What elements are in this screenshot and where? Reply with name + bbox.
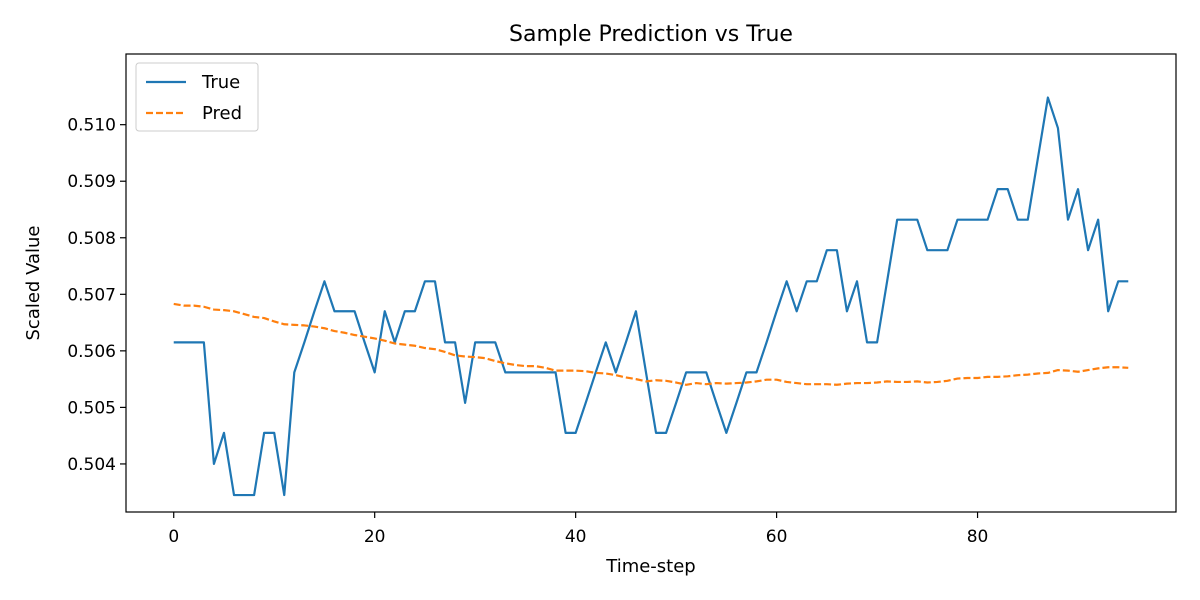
series-line-pred — [173, 302, 1129, 386]
y-tick-label: 0.505 — [67, 398, 116, 418]
y-tick-label: 0.504 — [67, 455, 116, 475]
y-tick-label: 0.507 — [67, 285, 116, 305]
x-tick-label: 20 — [364, 527, 386, 547]
legend: True Pred — [135, 62, 259, 132]
chart-title: Sample Prediction vs True — [509, 22, 793, 47]
y-axis-label: Scaled Value — [23, 225, 44, 340]
x-tick-label: 40 — [565, 527, 587, 547]
legend-label-pred: Pred — [202, 103, 242, 124]
x-tick-label: 60 — [766, 527, 788, 547]
x-axis-label: Time-step — [605, 556, 695, 577]
series-line-true — [173, 96, 1129, 497]
y-tick-label: 0.508 — [67, 229, 116, 249]
plot-area — [173, 96, 1129, 497]
y-tick-label: 0.509 — [67, 172, 116, 192]
plot-frame — [125, 53, 1177, 513]
axes: 0 20 40 60 80 0.504 0.505 0.506 0.507 0.508 0.509 0… — [67, 53, 1177, 547]
x-tick-label: 0 — [168, 527, 179, 547]
legend-label-true: True — [201, 72, 240, 93]
y-tick-label: 0.506 — [67, 342, 116, 362]
x-tick-label: 80 — [967, 527, 989, 547]
y-tick-label: 0.510 — [67, 116, 116, 136]
